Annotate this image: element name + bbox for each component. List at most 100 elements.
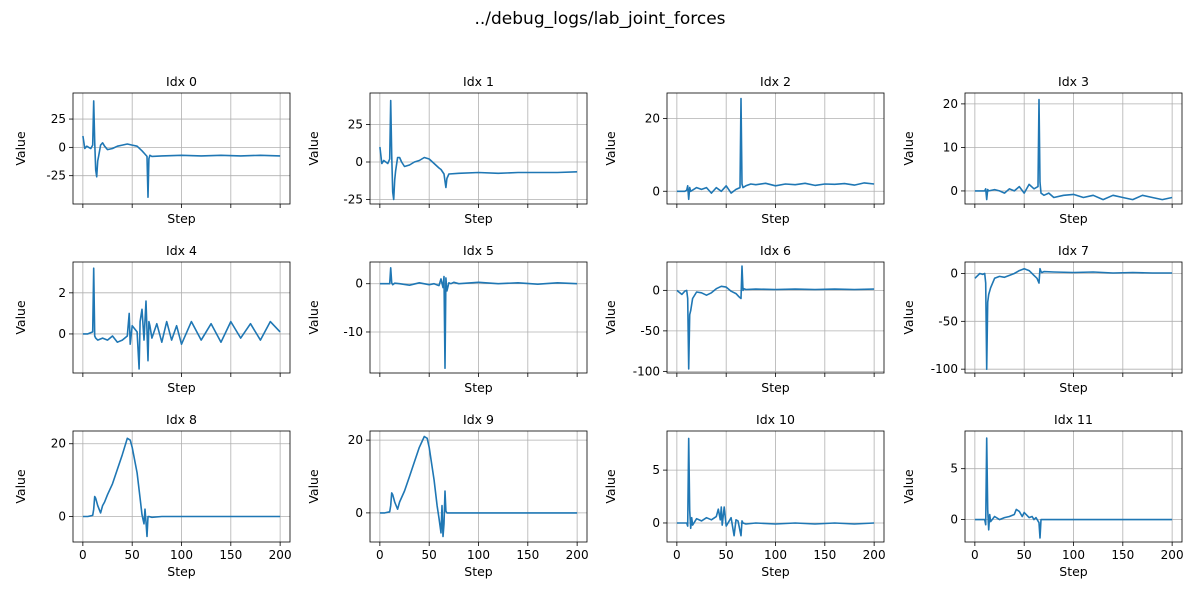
y-tick-label: 0 [58, 327, 66, 341]
plot-frame [964, 92, 1183, 205]
y-tick-label: -25 [343, 193, 363, 207]
x-tick-label: 50 [125, 548, 140, 562]
y-tick-label: 25 [348, 118, 363, 132]
series-line [379, 435, 578, 538]
x-axis-label: Step [1059, 564, 1088, 579]
y-tick-label: 0 [652, 184, 660, 198]
plot-frame [369, 261, 588, 374]
y-tick-label: 0 [652, 283, 660, 297]
x-tick-label: 200 [863, 548, 886, 562]
x-axis-label: Step [167, 380, 196, 395]
y-tick-label: 0 [950, 266, 958, 280]
y-tick-label: 20 [645, 111, 660, 125]
y-tick-label: 0 [950, 513, 958, 527]
subplot-8: Idx 8 0 50 100 150 200 0 20 Step Value [13, 412, 292, 579]
x-axis-label: Step [761, 380, 790, 395]
subplot-title: Idx 6 [760, 243, 791, 258]
x-axis-label: Step [1059, 211, 1088, 226]
x-axis-label: Step [167, 211, 196, 226]
series-line [82, 267, 281, 370]
series-line [974, 267, 1173, 371]
x-axis-label: Step [464, 564, 493, 579]
plot-frame [72, 261, 291, 374]
y-tick-label: 0 [950, 184, 958, 198]
subplot-title: Idx 10 [756, 412, 795, 427]
series-line [974, 98, 1173, 201]
plot-frame [369, 92, 588, 205]
x-tick-label: 100 [467, 548, 490, 562]
x-axis-label: Step [761, 211, 790, 226]
y-tick-label: 2 [58, 286, 66, 300]
y-tick-label: 0 [58, 510, 66, 524]
y-axis-label: Value [306, 469, 321, 504]
x-tick-label: 150 [219, 548, 242, 562]
y-tick-label: 0 [58, 140, 66, 154]
x-axis-label: Step [167, 564, 196, 579]
y-axis-label: Value [13, 469, 28, 504]
subplot-0: Idx 0 -25 0 25 Step Value [13, 74, 291, 226]
subplot-title: Idx 9 [463, 412, 494, 427]
y-axis-label: Value [306, 300, 321, 335]
x-tick-label: 100 [170, 548, 193, 562]
plot-frame [369, 430, 588, 543]
subplot-7: Idx 7 -100 -50 0 Step Value [901, 243, 1183, 395]
y-axis-label: Value [13, 131, 28, 166]
y-axis-label: Value [603, 131, 618, 166]
plot-frame [666, 430, 885, 543]
subplot-title: Idx 2 [760, 74, 791, 89]
x-axis-label: Step [761, 564, 790, 579]
y-axis-label: Value [901, 131, 916, 166]
y-axis-label: Value [13, 300, 28, 335]
x-tick-label: 100 [1062, 548, 1085, 562]
y-tick-label: -25 [46, 169, 66, 183]
x-tick-label: 0 [79, 548, 87, 562]
subplot-title: Idx 8 [166, 412, 197, 427]
y-tick-label: 0 [355, 277, 363, 291]
plot-frame [964, 261, 1183, 374]
x-axis-label: Step [464, 211, 493, 226]
y-tick-label: -100 [931, 362, 958, 376]
subplot-title: Idx 5 [463, 243, 494, 258]
x-tick-label: 200 [1161, 548, 1184, 562]
subplot-title: Idx 0 [166, 74, 197, 89]
series-line [82, 100, 281, 198]
subplot-11: Idx 11 0 50 100 150 200 0 5 Step Value [901, 412, 1184, 579]
plot-frame [666, 261, 885, 374]
subplot-title: Idx 7 [1058, 243, 1089, 258]
y-axis-label: Value [306, 131, 321, 166]
y-axis-label: Value [901, 469, 916, 504]
y-axis-label: Value [603, 469, 618, 504]
x-tick-label: 200 [269, 548, 292, 562]
x-tick-label: 150 [1111, 548, 1134, 562]
figure-title: ../debug_logs/lab_joint_forces [474, 9, 726, 29]
y-tick-label: 5 [652, 463, 660, 477]
y-tick-label: -100 [633, 364, 660, 378]
x-tick-label: 150 [813, 548, 836, 562]
series-line [676, 97, 875, 201]
x-tick-label: 50 [719, 548, 734, 562]
y-tick-label: 20 [51, 437, 66, 451]
x-axis-label: Step [464, 380, 493, 395]
plot-frame [72, 92, 291, 205]
subplot-10: Idx 10 0 50 100 150 200 0 5 Step Value [603, 412, 886, 579]
plot-frame [964, 430, 1183, 543]
series-line [676, 265, 875, 370]
x-tick-label: 100 [764, 548, 787, 562]
y-axis-label: Value [901, 300, 916, 335]
series-line [676, 437, 875, 537]
x-tick-label: 0 [971, 548, 979, 562]
subplot-5: Idx 5 -10 0 Step Value [306, 243, 588, 395]
x-tick-label: 0 [673, 548, 681, 562]
x-tick-label: 50 [422, 548, 437, 562]
x-tick-label: 50 [1017, 548, 1032, 562]
series-line [82, 437, 281, 538]
y-tick-label: -50 [938, 314, 958, 328]
y-tick-label: 0 [355, 506, 363, 520]
y-tick-label: 10 [943, 140, 958, 154]
x-tick-label: 150 [516, 548, 539, 562]
subplot-3: Idx 3 0 10 20 Step Value [901, 74, 1183, 226]
series-line [379, 99, 578, 201]
y-tick-label: 0 [355, 155, 363, 169]
subplot-title: Idx 4 [166, 243, 197, 258]
